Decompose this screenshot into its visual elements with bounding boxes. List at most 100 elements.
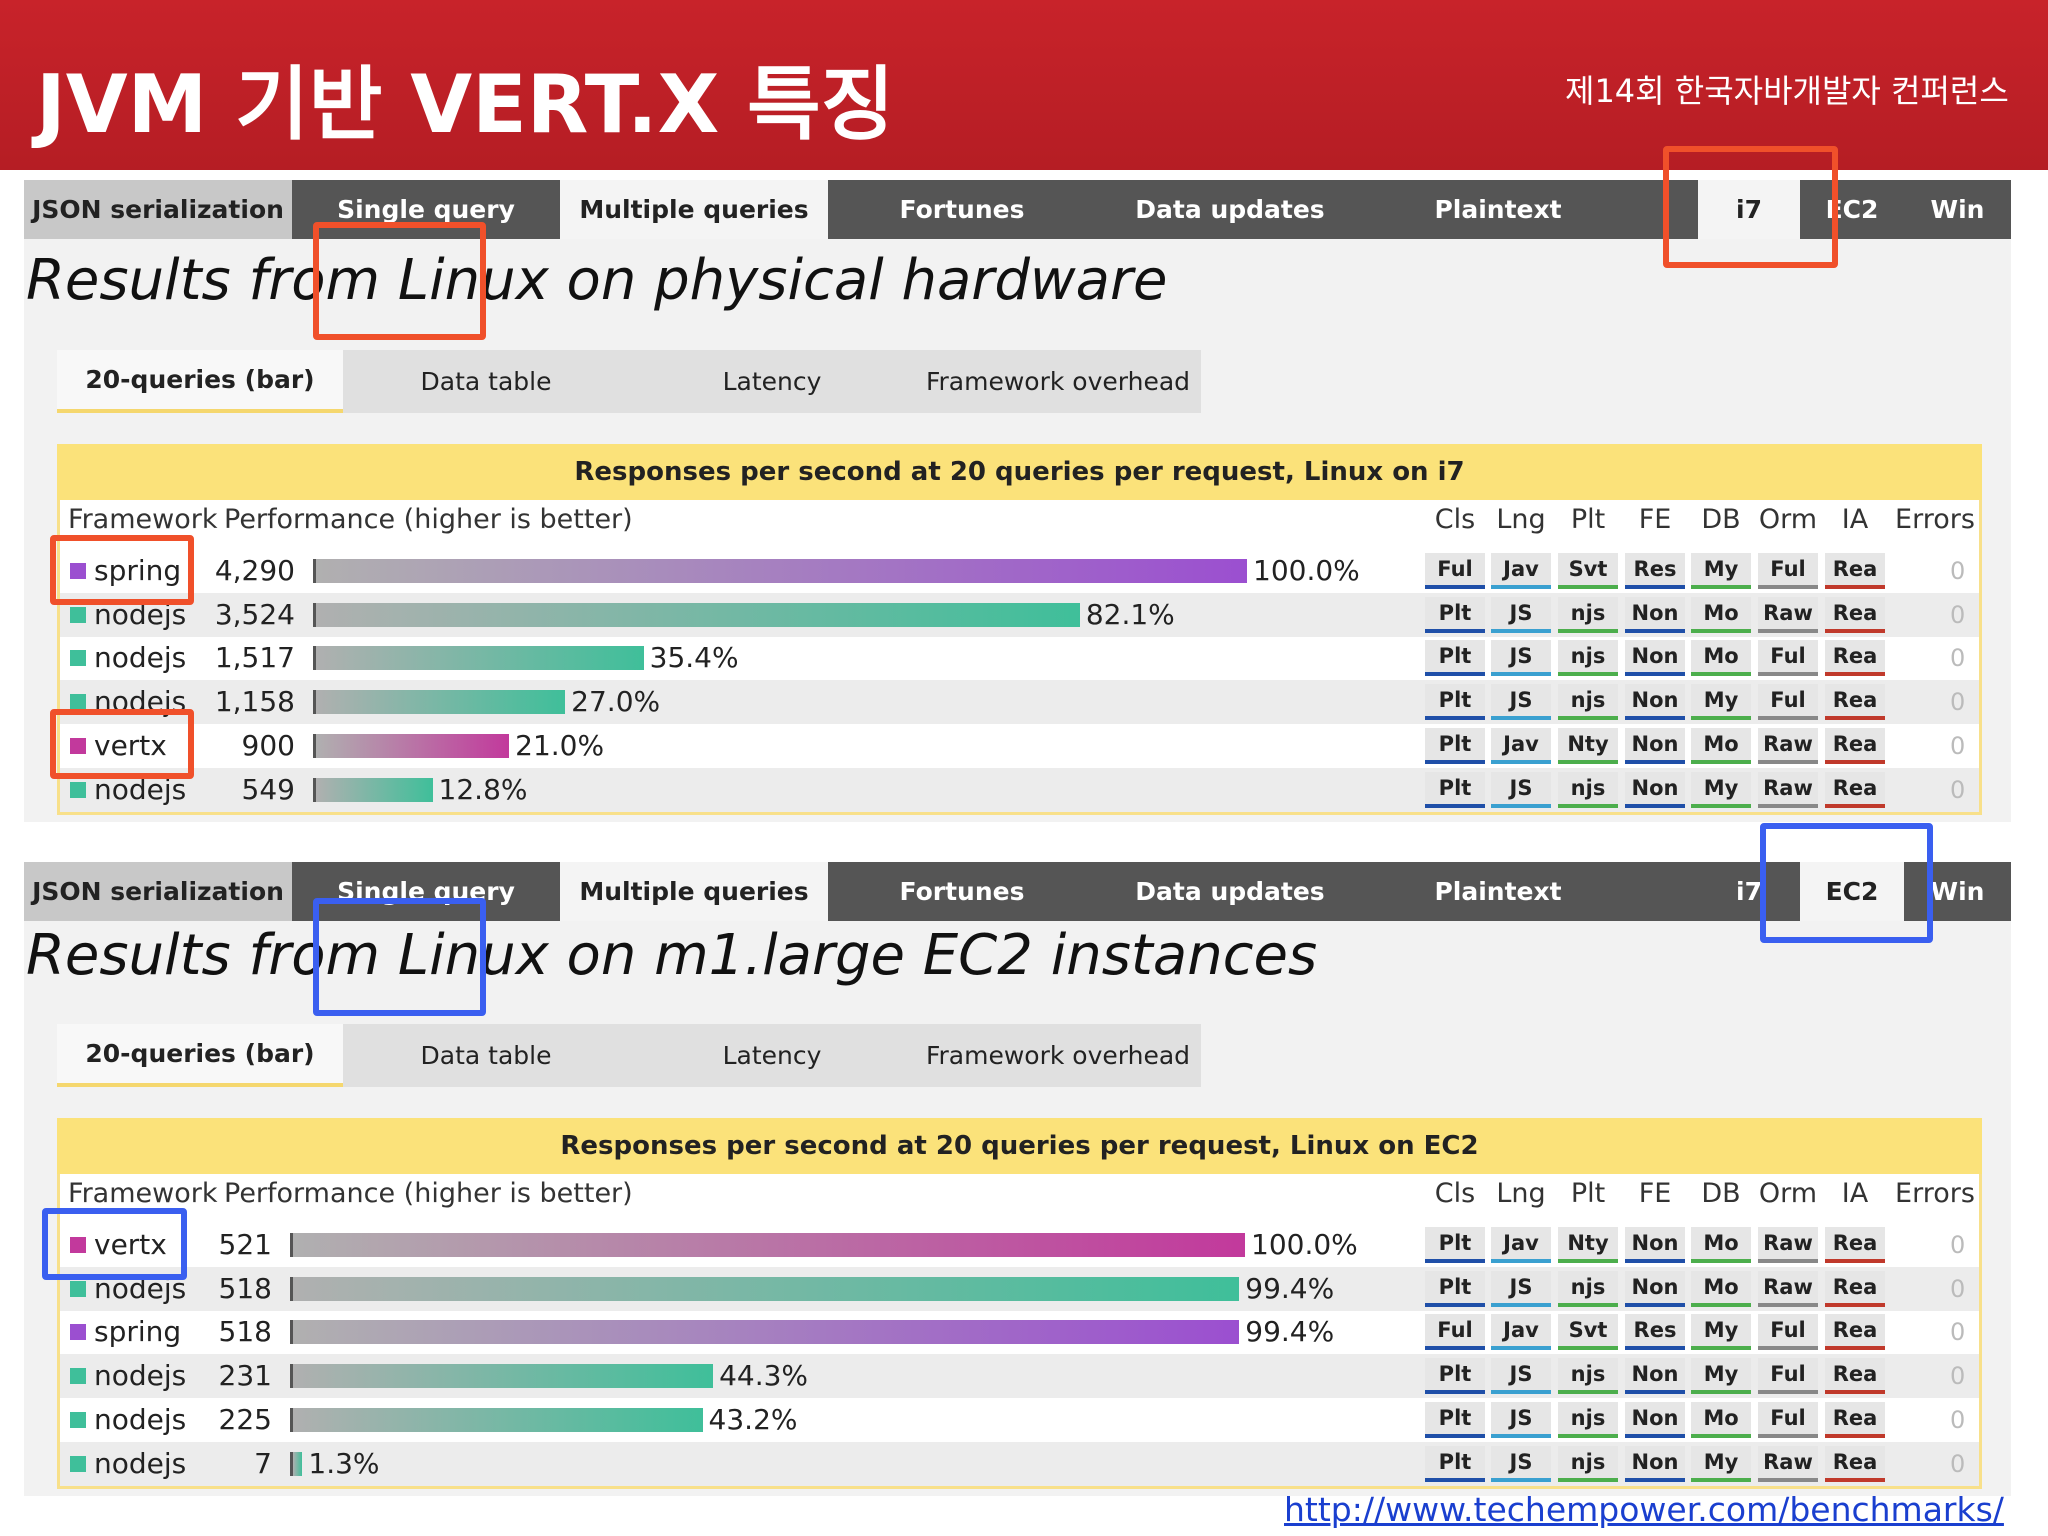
sub-tab[interactable]: Framework overhead [915, 1024, 1201, 1087]
framework-name: vertx [94, 728, 167, 762]
performance-bar [313, 602, 1080, 627]
attribute-cell: njs [1558, 1401, 1618, 1438]
framework-swatch [70, 1324, 86, 1341]
attribute-cell: Raw [1758, 596, 1818, 633]
error-count: 0 [1950, 775, 1966, 804]
performance-bar [313, 690, 566, 715]
sub-tab[interactable]: 20-queries (bar) [57, 350, 343, 413]
error-count: 0 [1950, 600, 1966, 629]
nav-tab[interactable]: Multiple queries [560, 180, 828, 239]
column-header: DB [1701, 504, 1741, 535]
nav-tab[interactable]: Fortunes [899, 877, 1025, 906]
sub-tab[interactable]: Latency [629, 1024, 915, 1087]
attribute-cell: Non [1625, 771, 1685, 808]
percent-label: 99.4% [1245, 1315, 1335, 1349]
nav-tab[interactable]: Plaintext [1434, 195, 1562, 224]
attribute-cell: Ful [1758, 684, 1818, 721]
column-header: Performance (higher is better) [224, 1178, 633, 1209]
attribute-cell: Rea [1825, 1401, 1885, 1438]
attribute-cell: Non [1625, 684, 1685, 721]
nav-tab[interactable]: Fortunes [899, 195, 1025, 224]
attribute-cell: Non [1625, 1358, 1685, 1395]
attribute-cell: Svt [1558, 553, 1618, 589]
results-title: Results from Linux on physical hardware [26, 248, 1168, 313]
percent-label: 99.4% [1245, 1271, 1335, 1305]
annotation-box [50, 709, 194, 779]
hardware-tab[interactable]: Win [1930, 195, 1985, 224]
percent-label: 82.1% [1085, 597, 1175, 631]
attribute-cell: Ful [1425, 1314, 1485, 1351]
performance-bar [290, 1364, 714, 1389]
attribute-cell: JS [1491, 596, 1551, 633]
nav-tab[interactable]: JSON serialization [24, 862, 292, 921]
framework-swatch [70, 1455, 86, 1472]
attribute-cell: njs [1558, 596, 1618, 633]
nav-tab[interactable]: Data updates [1135, 195, 1325, 224]
responses: 518 [218, 1271, 272, 1305]
framework-swatch [70, 1368, 86, 1385]
responses: 900 [241, 728, 295, 762]
slide-title: JVM 기반 VERT.X 특징 [36, 58, 895, 151]
nav-tab[interactable]: Data updates [1135, 877, 1325, 906]
attribute-cell: njs [1558, 1445, 1618, 1482]
sub-tab[interactable]: Latency [629, 350, 915, 413]
attribute-cell: JS [1491, 684, 1551, 721]
attribute-cell: Plt [1425, 727, 1485, 764]
nav-tab[interactable]: JSON serialization [24, 180, 292, 239]
framework-swatch [70, 737, 86, 754]
attribute-cell: Raw [1758, 727, 1818, 764]
attribute-cell: My [1691, 1358, 1751, 1395]
attribute-cell: My [1691, 1445, 1751, 1482]
responses: 225 [218, 1402, 272, 1436]
framework-swatch [70, 1237, 86, 1253]
sub-tab[interactable]: 20-queries (bar) [57, 1024, 343, 1087]
attribute-cell: JS [1491, 771, 1551, 808]
nav-tab[interactable]: Plaintext [1434, 877, 1562, 906]
error-count: 0 [1950, 557, 1966, 585]
sub-tab[interactable]: Framework overhead [915, 350, 1201, 413]
attribute-cell: Plt [1425, 1270, 1485, 1307]
attribute-cell: JS [1491, 640, 1551, 677]
source-link[interactable]: http://www.techempower.com/benchmarks/ [1284, 1490, 2004, 1529]
attribute-cell: Ful [1758, 640, 1818, 677]
responses: 521 [218, 1228, 272, 1261]
responses: 549 [241, 772, 295, 806]
attribute-cell: Mo [1691, 1401, 1751, 1438]
attribute-cell: Mo [1691, 727, 1751, 764]
attribute-cell: Mo [1691, 596, 1751, 633]
column-header: FE [1638, 504, 1672, 535]
framework-swatch [70, 781, 86, 798]
attribute-cell: JS [1491, 1445, 1551, 1482]
nav-tab[interactable]: Multiple queries [560, 862, 828, 921]
sub-tab[interactable]: Data table [343, 1024, 629, 1087]
percent-label: 43.2% [708, 1402, 798, 1436]
attribute-cell: Rea [1825, 1445, 1885, 1482]
nav-tab[interactable]: Single query [337, 195, 515, 224]
hardware-tab[interactable]: i7 [1736, 877, 1762, 906]
attribute-cell: njs [1558, 771, 1618, 808]
framework-name: nodejs [94, 1402, 187, 1436]
attribute-cell: Plt [1425, 1227, 1485, 1263]
column-header: Lng [1496, 504, 1546, 535]
sub-tab[interactable]: Data table [343, 350, 629, 413]
hardware-tab[interactable]: i7 [1698, 180, 1800, 239]
framework-name: spring [94, 1315, 182, 1349]
column-header: IA [1841, 1178, 1869, 1209]
attribute-cell: Jav [1491, 1314, 1551, 1351]
annotation-box [1760, 823, 1933, 943]
hardware-tab[interactable]: EC2 [1800, 862, 1904, 921]
attribute-cell: Rea [1825, 553, 1885, 589]
hardware-tab[interactable]: Win [1930, 877, 1985, 906]
responses: 518 [218, 1315, 272, 1349]
percent-label: 100.0% [1253, 554, 1360, 587]
attribute-cell: Ful [1758, 1358, 1818, 1395]
attribute-cell: Rea [1825, 596, 1885, 633]
attribute-cell: Raw [1758, 771, 1818, 808]
attribute-cell: Ful [1758, 1314, 1818, 1351]
attribute-cell: Plt [1425, 1445, 1485, 1482]
attribute-cell: My [1691, 771, 1751, 808]
framework-name: spring [94, 554, 182, 587]
header-band [0, 0, 2048, 170]
performance-bar [313, 646, 644, 671]
column-header: Framework [68, 504, 218, 535]
